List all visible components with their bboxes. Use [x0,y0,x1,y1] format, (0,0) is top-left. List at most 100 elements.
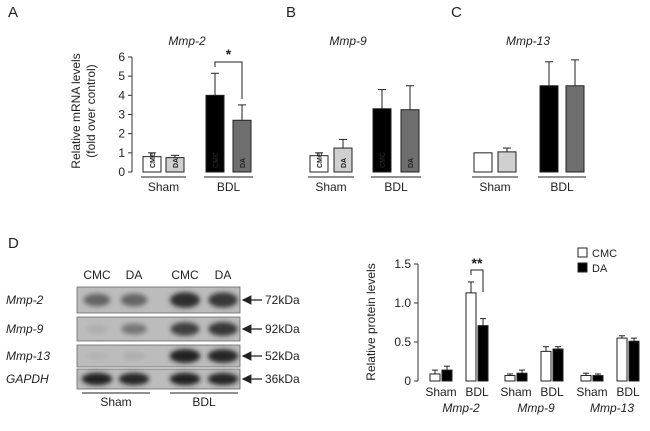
significance-marker: * [226,46,232,62]
y-tick-label: 1.5 [394,257,411,271]
bar-label-da: DA [173,158,180,168]
legend: CMC DA [577,247,617,275]
protein-group-label-sham: Sham [500,385,531,399]
protein-group-label-sham: Sham [576,385,607,399]
blot-band [118,372,150,386]
y-tick-label: 0 [404,374,411,388]
protein-bar-cmc [616,337,628,382]
protein-bar-cmc [429,373,441,382]
blot-band [208,322,238,336]
panel-label-d: D [8,235,19,252]
chart-protein-levels: 0 0.5 1.0 1.5 Sham BDL Sham BDL Sham BDL Mmp-2 Mmp-… [394,255,640,415]
y-tick-label: 2 [118,127,125,141]
group-label-sham: Sham [479,180,510,194]
bar-bdl-da [565,85,585,173]
western-blot: CMC DA CMC DA Mmp-2 72kDa Mmp-9 92kDa Mmp-13 52kD… [6,268,300,409]
protein-bar-cmc [465,292,477,382]
protein-group-label-bdl: BDL [540,385,564,399]
blot-band [169,349,201,363]
significance-bracket [470,269,484,292]
bar-label-cmc: CMC [150,152,157,168]
protein-gene-label-mmp-9: Mmp-9 [517,401,555,415]
protein-y-axis-label: Relative protein levels [364,263,378,380]
lane-label-cmc: CMC [171,268,199,282]
size-label: 92kDa [265,322,300,336]
protein-group-label-bdl: BDL [465,385,489,399]
lane-label-da: DA [215,268,232,282]
bar-label-cmc: CMC [380,152,387,168]
blot-band [170,322,200,336]
blot-band [207,372,239,386]
gene-title-a: Mmp-2 [168,34,206,48]
protein-bar-da [516,372,528,382]
protein-bar-cmc [580,375,592,382]
blot-band [85,324,109,334]
protein-bar-cmc [504,375,516,382]
y-tick-label: 0.5 [394,335,411,349]
bar-label-cmc: CMC [213,152,220,168]
size-label: 52kDa [265,349,300,363]
blot-strip-gapdh [76,368,241,390]
protein-bar-cmc [540,350,552,382]
blot-band [121,323,147,335]
protein-bar-da [552,348,564,382]
y-tick-label: 6 [118,50,125,64]
y-tick-label: 4 [118,88,125,102]
group-label-bdl: BDL [217,180,241,194]
legend-label-da: DA [592,263,608,275]
group-label-bdl: BDL [384,180,408,194]
lane-label-da: DA [126,268,143,282]
blot-band [122,352,146,360]
blot-band [83,293,111,307]
chart-mrna-mmp2: 0 1 2 3 4 5 6 CMC DA Sham CMC DA BDL * [118,46,253,194]
chart-mrna-mmp9: CMC DA Sham CMC DA BDL [308,85,421,194]
panel-label-c: C [451,4,462,21]
group-label-sham: Sham [148,180,179,194]
bar-label-da: DA [240,158,247,168]
y-tick-label: 1 [118,146,125,160]
chart-mrna-mmp13: Sham BDL [472,59,586,194]
protein-group-label-bdl: BDL [616,385,640,399]
group-label-sham: Sham [315,180,346,194]
bar-sham-cmc [473,152,493,173]
bar-bdl-cmc [539,85,559,173]
bar-label-da: DA [408,158,415,168]
legend-label-cmc: CMC [592,248,617,260]
y-axis-label-line2: (fold over control) [84,64,98,157]
significance-bracket [214,61,243,99]
significance-marker: ** [472,255,483,271]
size-label: 72kDa [265,293,300,307]
blot-band [120,293,148,307]
protein-bar-da [441,369,453,382]
blot-row-label-gapdh: GAPDH [6,372,49,386]
blot-band [169,372,201,386]
blot-row-label-mmp-2: Mmp-2 [6,293,44,307]
blot-band [208,292,238,308]
y-tick-label: 3 [118,108,125,122]
group-label-bdl: BDL [550,180,574,194]
protein-bar-da [628,340,640,382]
bar-label-cmc: CMC [317,152,324,168]
bar-label-da: DA [341,158,348,168]
blot-row-label-mmp-9: Mmp-9 [6,322,44,336]
protein-gene-label-mmp-2: Mmp-2 [442,401,480,415]
blot-strip-mmp-13 [76,344,241,368]
size-label: 36kDa [265,372,300,386]
y-tick-label: 1.0 [394,296,411,310]
blot-band [207,349,239,363]
y-axis-label-line1: Relative mRNA levels [69,53,83,168]
protein-bar-da [477,325,489,382]
blot-band [81,372,113,386]
bar-sham-da [497,151,517,173]
blot-row-label-mmp-13: Mmp-13 [6,349,50,363]
legend-swatch-cmc [577,247,588,258]
panel-label-b: B [286,4,296,21]
y-tick-label: 5 [118,69,125,83]
lane-label-cmc: CMC [83,268,111,282]
protein-group-label-sham: Sham [425,385,456,399]
y-tick-label: 0 [118,165,125,179]
blot-band [170,292,200,308]
gene-title-b: Mmp-9 [329,34,367,48]
legend-swatch-da [577,262,588,273]
